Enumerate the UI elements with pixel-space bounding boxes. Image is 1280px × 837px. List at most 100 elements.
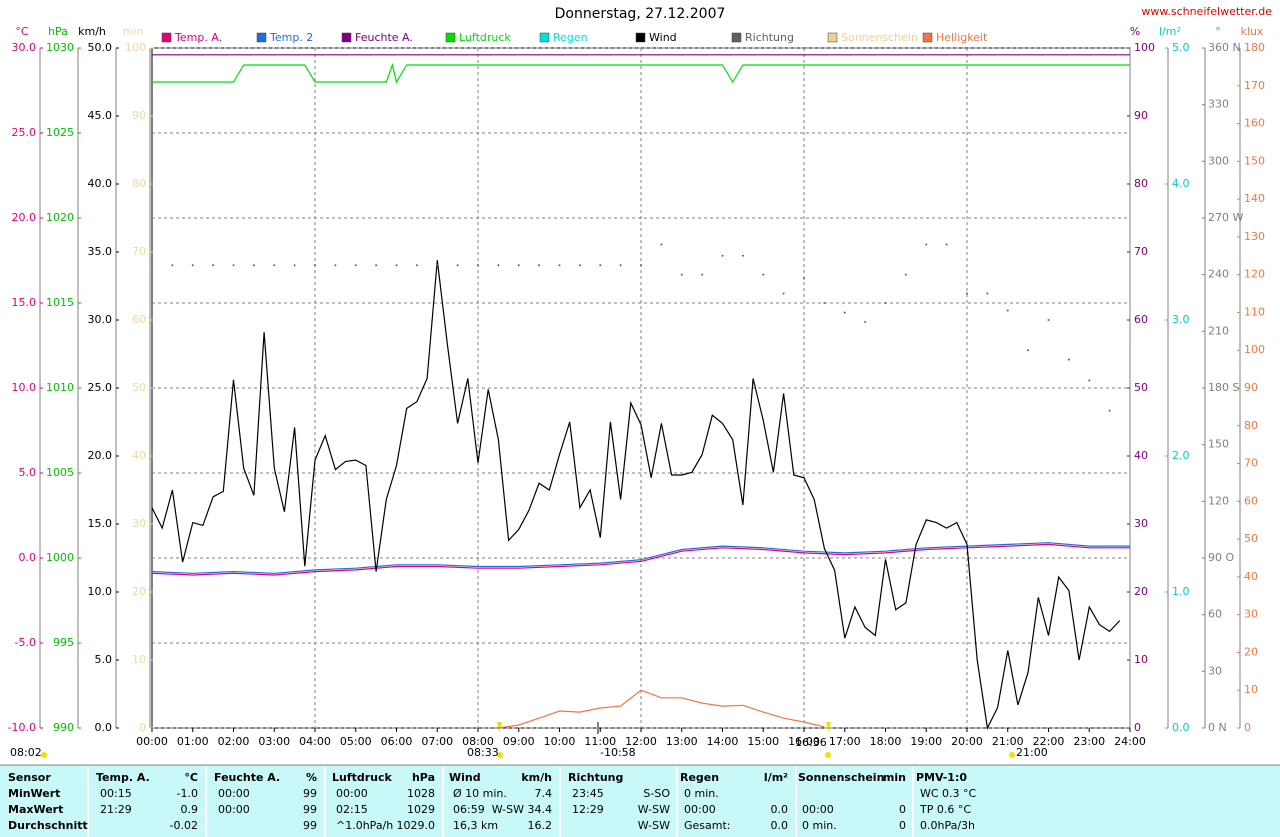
sunrise-marker [497, 722, 502, 732]
y-tick-label: 35.0 [88, 245, 113, 258]
table-cell: 0.0 [771, 803, 789, 816]
table-header: Temp. A. [96, 771, 150, 784]
y-tick-label: 10.0 [12, 381, 37, 394]
point [701, 273, 704, 276]
point [354, 264, 357, 267]
table-cell: W-SW 34.4 [492, 803, 552, 816]
y-tick-label: 990 [53, 721, 74, 734]
x-tick-label: 15:00 [747, 735, 779, 748]
y-tick-label: -5.0 [15, 636, 36, 649]
x-tick-label: 10:00 [544, 735, 576, 748]
point [273, 264, 276, 267]
point [375, 264, 378, 267]
y-tick-label: 50.0 [88, 41, 113, 54]
y-tick-label: 0.0 [1172, 721, 1190, 734]
x-tick-label: 00:00 [136, 735, 168, 748]
y-tick-label: 60 [1134, 313, 1148, 326]
table-cell: 00:00 [684, 803, 716, 816]
table-header: Wind [449, 771, 481, 784]
sun-icon [41, 752, 47, 758]
y-tick-label: 40 [132, 449, 146, 462]
y-tick-label: 90 [132, 109, 146, 122]
y-tick-label: 90 O [1208, 551, 1234, 564]
point [1006, 309, 1009, 312]
point [966, 292, 968, 295]
legend-swatch [445, 32, 456, 43]
table-cell: -1.0 [177, 787, 198, 800]
point [314, 264, 316, 267]
table-cell: 16,3 km [453, 819, 498, 832]
y-tick-label: 70 [1244, 457, 1258, 470]
y-tick-label: 50 [1134, 381, 1148, 394]
y-tick-label: 45.0 [88, 109, 113, 122]
y-tick-label: 30.0 [12, 41, 37, 54]
legend-label: Luftdruck [459, 31, 511, 44]
y-tick-label: 20 [1134, 585, 1148, 598]
x-tick-label: 02:00 [218, 735, 250, 748]
table-cell: 0.0 [771, 819, 789, 832]
table-cell: 0.0hPa/3h [920, 819, 975, 832]
moon-icon [1009, 752, 1015, 758]
table-cell: 06:59 [453, 803, 485, 816]
axis-unit: ° [1215, 25, 1221, 38]
point [741, 254, 744, 257]
legend-label: Feuchte A. [355, 31, 413, 44]
table-cell: 23:45 [572, 787, 604, 800]
point [843, 311, 846, 314]
y-tick-label: 130 [1244, 230, 1265, 243]
y-tick-label: 1015 [46, 296, 74, 309]
x-tick-label: 03:00 [258, 735, 290, 748]
y-tick-label: 150 [1208, 438, 1229, 451]
y-tick-label: 25.0 [12, 126, 37, 139]
y-tick-label: 240 [1208, 268, 1229, 281]
annotation: 08:02 [10, 746, 42, 759]
y-tick-label: 10 [1134, 653, 1148, 666]
y-tick-label: 100 [1244, 343, 1265, 356]
y-tick-label: 0 [139, 721, 146, 734]
y-tick-label: 995 [53, 636, 74, 649]
y-tick-label: 20 [1244, 645, 1258, 658]
legend-swatch [539, 32, 550, 43]
table-cell: 21:29 [100, 803, 132, 816]
table-header: min [883, 771, 906, 784]
y-tick-label: 1010 [46, 381, 74, 394]
point [171, 264, 174, 267]
y-tick-label: 20 [132, 585, 146, 598]
y-tick-label: 2.0 [1172, 449, 1190, 462]
table-cell: 00:00 [802, 803, 834, 816]
y-tick-label: 180 S [1208, 381, 1239, 394]
table-header: hPa [412, 771, 435, 784]
point [538, 264, 541, 267]
point [497, 264, 500, 267]
point [945, 243, 948, 246]
legend-label: Temp. 2 [269, 31, 313, 44]
legend-swatch [161, 32, 172, 43]
y-tick-label: 360 N [1208, 41, 1241, 54]
annotation: -10:58 [600, 746, 636, 759]
annotation: 21:00 [1016, 746, 1048, 759]
x-tick-label: 23:00 [1073, 735, 1105, 748]
y-tick-label: 40 [1244, 570, 1258, 583]
point [1067, 358, 1070, 361]
table-cell: 00:15 [100, 787, 132, 800]
y-tick-label: 160 [1244, 117, 1265, 130]
y-tick-label: 40.0 [88, 177, 113, 190]
axis-unit: l/m² [1159, 25, 1181, 38]
x-tick-label: 17:00 [829, 735, 861, 748]
x-tick-label: 20:00 [951, 735, 983, 748]
axis-unit: min [123, 25, 144, 38]
point [517, 264, 520, 267]
point [151, 264, 153, 267]
table-header: Sensor [8, 771, 51, 784]
y-tick-label: 50 [1244, 532, 1258, 545]
axis-unit: °C [15, 25, 29, 38]
point [1027, 349, 1030, 352]
x-tick-label: 11:00 [584, 735, 616, 748]
y-tick-label: 0.0 [95, 721, 113, 734]
point [395, 264, 398, 267]
y-tick-label: 330 [1208, 98, 1229, 111]
table-cell: 1029 [407, 803, 435, 816]
point [619, 264, 622, 267]
